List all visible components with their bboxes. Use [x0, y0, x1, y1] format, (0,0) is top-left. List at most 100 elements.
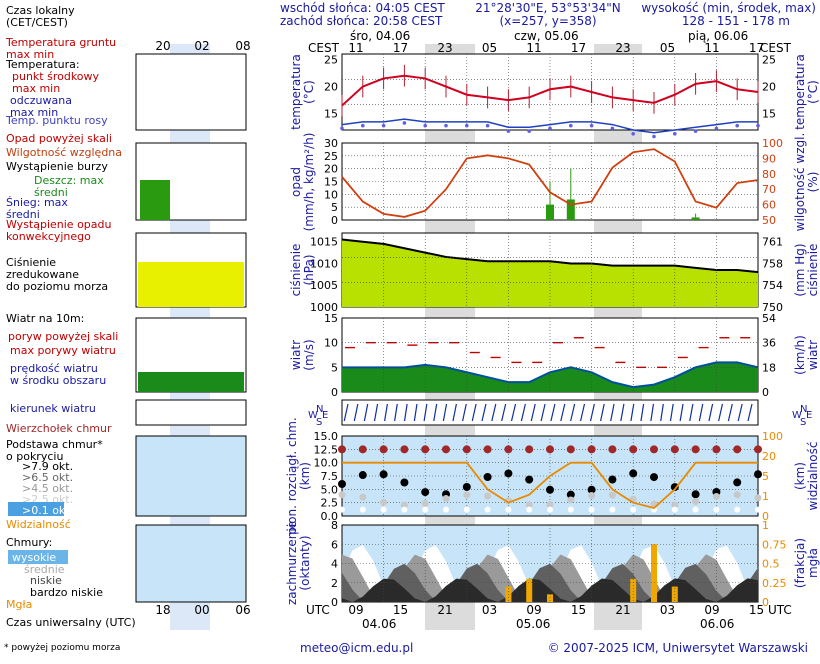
label-line: średni [6, 208, 40, 221]
left-hour-top: 08 [235, 39, 250, 53]
precip-bar [566, 199, 575, 220]
label-line: (km) [793, 462, 807, 490]
legend-text: Chmury: [6, 536, 52, 549]
mmhg-tick: 750 [762, 301, 783, 314]
okta-label: >4.5 okt. [22, 482, 73, 495]
cloud-base-dot-light [733, 491, 741, 499]
wind-arrow [727, 403, 733, 422]
cloud-tick: 5.0 [321, 483, 339, 496]
legend-panel [135, 435, 247, 517]
precip-bar [691, 217, 700, 220]
panel-axis-label: temperatura(°C) [289, 54, 316, 130]
temp-tick: 20 [324, 81, 338, 94]
cloud-top-dot [546, 445, 554, 454]
hour-utc: 21 [615, 603, 630, 617]
cloud-top-dot [400, 445, 409, 454]
cloud-base-dot-white [588, 506, 595, 513]
cloud-base-dot [358, 471, 367, 480]
cloud-base-dot-white [463, 506, 470, 513]
legend-text: Deszcz: max średni [34, 174, 104, 199]
precip-tick: 5 [331, 201, 338, 214]
wind-arrow [589, 403, 595, 422]
legend-text: Wiatr na 10m: [6, 312, 84, 325]
label-line: max min [10, 106, 58, 119]
footer-copyright: © 2007-2025 ICM, Uniwersytet Warszawski [548, 641, 808, 655]
label-line: (mm/h, kg/m²/h) [302, 133, 316, 232]
dew-point-dot [402, 121, 407, 125]
visibility-line [342, 461, 758, 509]
cloud-base-dot [421, 488, 430, 497]
wind-arrow [530, 403, 536, 422]
label-line: wilgotność wzgl. [793, 133, 807, 232]
utc-label: UTC [306, 603, 330, 617]
wind-arrow [708, 403, 714, 422]
precip-tick: 25 [324, 150, 338, 163]
cloud-tick: 12.5 [314, 443, 339, 456]
label-line: odczuwana [10, 94, 72, 107]
cloud-base-dot-light [671, 501, 679, 509]
label-line: (frakcja) [793, 538, 807, 588]
dew-point-dot [589, 123, 594, 128]
legend-text: kierunek wiatru [10, 402, 96, 415]
wind-arrow [579, 403, 586, 422]
hour-cest: 11 [704, 41, 719, 55]
wind-tick: 5 [331, 361, 338, 374]
cloudiness-tick: 4 [331, 558, 338, 571]
cloud-base-dot-white [526, 506, 533, 513]
legend-text: Czas lokalny (CET/CEST) [6, 4, 75, 29]
cloud-base-dot-white [567, 506, 574, 513]
wind-arrow [650, 403, 655, 422]
wind-arrow [550, 403, 556, 422]
legend-text: max porywy wiatru [10, 344, 116, 357]
cloudiness-tick: 2 [331, 577, 338, 590]
fog-bar [630, 578, 637, 602]
cloud-base-dot [379, 470, 388, 479]
hour-utc: 15 [571, 603, 586, 617]
dew-point-dot [423, 123, 428, 128]
compass-e: E [322, 410, 328, 421]
cloud-tick: 10.0 [314, 457, 339, 470]
cloud-tick: 7.5 [321, 470, 339, 483]
vis-tick: 100 [762, 430, 783, 443]
cloud-base-dot-white [713, 506, 720, 513]
hour-cest: 11 [348, 41, 363, 55]
panel-axis-label: wilgotność wzgl.(%) [793, 133, 820, 232]
legend-text: Wystąpienie burzy [6, 160, 108, 173]
dew-point-dot [756, 123, 760, 128]
fog-bar [526, 578, 533, 602]
label-line: temperatura [289, 54, 303, 130]
panel-axis-label: (km)widzialność [793, 442, 820, 511]
label-line: max min [12, 82, 60, 95]
humidity-tick: 60 [762, 199, 776, 212]
label-line: prędkość wiatru [10, 362, 98, 375]
label-line: zachmurzenie [285, 521, 299, 605]
legend-text: Widzialność [6, 518, 71, 531]
wind-arrow [630, 403, 635, 422]
hour-cest: 17 [393, 41, 408, 55]
label-line: pion. rozciągł. chm. [285, 417, 299, 535]
wind-arrow [520, 403, 526, 422]
cloudiness-tick: 8 [331, 519, 338, 532]
cloud-base-dot [650, 473, 658, 482]
cloud-top-dot [442, 445, 450, 454]
label-line: Wystąpienie opadu [6, 218, 111, 231]
dew-point-dot [381, 123, 386, 128]
hour-cest: 17 [749, 41, 764, 55]
cloud-base-dot [733, 478, 742, 487]
hour-cest: 11 [526, 41, 541, 55]
fog-bar [651, 544, 657, 602]
legend-text: prędkość wiatru w środku obszaru [10, 362, 106, 387]
cloud-top-dot [629, 445, 638, 454]
legend-text: Wierzchołek chmur [6, 422, 112, 435]
humidity-tick: 70 [762, 183, 776, 196]
hour-utc: 09 [348, 603, 363, 617]
wind-arrow [491, 403, 497, 422]
wind-arrow [679, 403, 684, 422]
precip-bar [546, 204, 554, 220]
legend-text: Czas uniwersalny (UTC) [6, 616, 136, 629]
wind-arrow [394, 403, 398, 422]
cloud-top-dot [670, 445, 679, 454]
okta-label: >0.1 okt. [22, 504, 73, 517]
